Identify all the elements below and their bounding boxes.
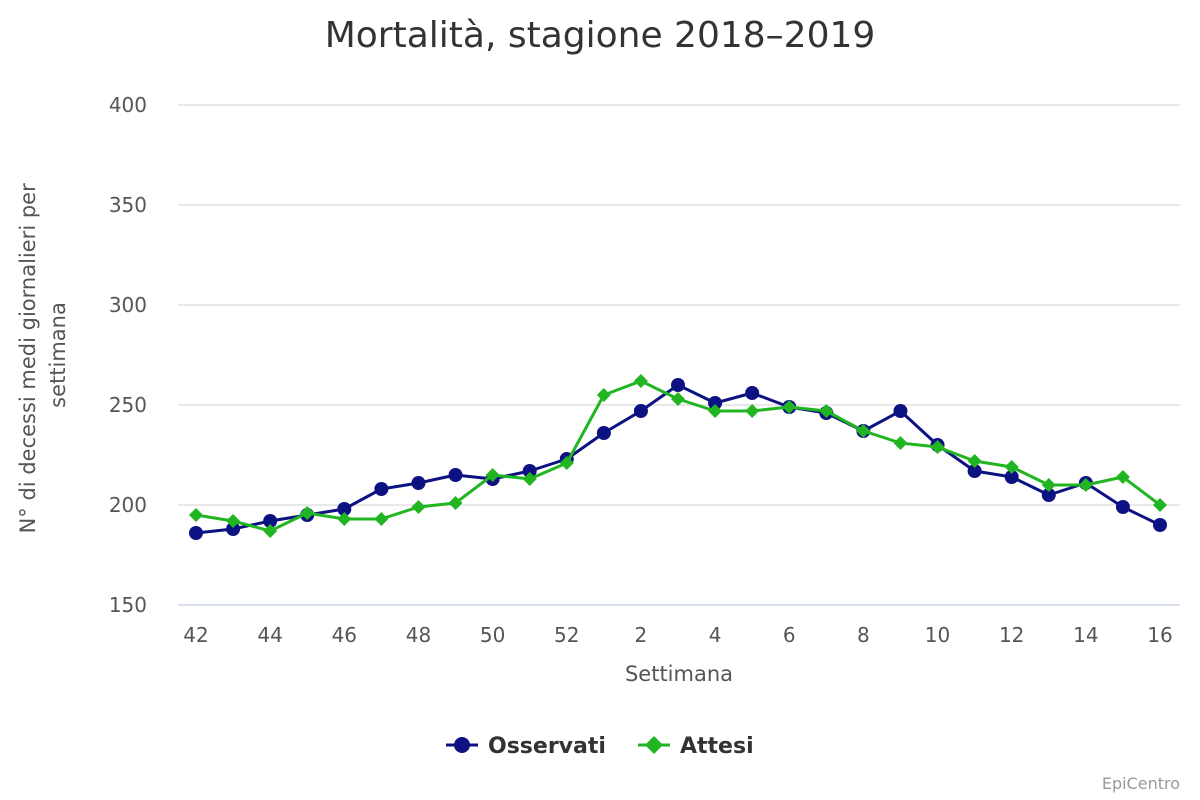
- data-point-attesi[interactable]: [1153, 498, 1167, 512]
- data-point-attesi[interactable]: [967, 454, 982, 468]
- data-point-osservati[interactable]: [893, 404, 908, 418]
- data-point-attesi[interactable]: [633, 374, 648, 388]
- y-tick-label: 250: [109, 393, 147, 417]
- data-point-attesi[interactable]: [411, 500, 426, 514]
- data-point-osservati[interactable]: [448, 468, 463, 482]
- data-point-attesi[interactable]: [893, 436, 908, 450]
- x-tick-label: 8: [857, 623, 870, 647]
- x-tick-label: 46: [332, 623, 357, 647]
- legend-marker-attesi: [645, 736, 663, 754]
- data-point-osservati[interactable]: [1004, 470, 1019, 484]
- x-axis-ticks: 42 44 46 48 50 52 2 4 6 8 10 12 14 16: [183, 623, 1172, 647]
- y-tick-label: 200: [109, 493, 147, 517]
- data-point-osservati[interactable]: [967, 464, 982, 478]
- data-point-osservati[interactable]: [671, 378, 685, 392]
- data-point-osservati[interactable]: [411, 476, 426, 490]
- chart-title: Mortalità, stagione 2018–2019: [325, 15, 876, 56]
- data-point-osservati[interactable]: [633, 404, 648, 418]
- y-tick-label: 150: [109, 593, 147, 617]
- data-point-attesi[interactable]: [1004, 460, 1019, 474]
- x-tick-label: 2: [635, 623, 648, 647]
- x-tick-label: 12: [999, 623, 1024, 647]
- data-point-osservati[interactable]: [708, 396, 723, 410]
- data-point-osservati[interactable]: [1115, 500, 1130, 514]
- data-point-osservati[interactable]: [596, 426, 611, 440]
- data-point-attesi[interactable]: [300, 506, 315, 520]
- data-point-attesi[interactable]: [1041, 478, 1056, 492]
- data-point-osservati[interactable]: [522, 464, 537, 478]
- data-point-attesi[interactable]: [522, 472, 537, 486]
- data-point-attesi[interactable]: [226, 514, 241, 528]
- y-tick-label: 300: [109, 293, 147, 317]
- x-tick-label: 4: [709, 623, 722, 647]
- data-point-attesi[interactable]: [448, 496, 463, 510]
- x-tick-label: 6: [783, 623, 796, 647]
- y-tick-label: 350: [109, 193, 147, 217]
- data-point-attesi[interactable]: [337, 512, 352, 526]
- data-point-attesi[interactable]: [819, 404, 834, 418]
- x-axis-label: Settimana: [625, 662, 733, 686]
- data-point-attesi[interactable]: [1115, 470, 1130, 484]
- credit-text[interactable]: EpiCentro: [1102, 774, 1180, 793]
- data-point-osservati[interactable]: [1153, 518, 1167, 532]
- data-point-attesi[interactable]: [745, 404, 760, 418]
- data-point-attesi[interactable]: [1078, 478, 1093, 492]
- x-tick-label: 50: [480, 623, 505, 647]
- data-point-attesi[interactable]: [782, 400, 797, 414]
- data-point-osservati[interactable]: [1041, 488, 1056, 502]
- legend-marker-osservati: [454, 737, 470, 753]
- y-axis-label-line-1: N° di decessi medi giornalieri per: [16, 183, 40, 533]
- data-point-attesi[interactable]: [856, 424, 871, 438]
- data-point-osservati[interactable]: [189, 526, 203, 540]
- data-point-attesi[interactable]: [189, 508, 203, 522]
- data-point-attesi[interactable]: [559, 456, 574, 470]
- legend-label-attesi: Attesi: [680, 734, 754, 759]
- data-point-osservati[interactable]: [745, 386, 760, 400]
- x-tick-label: 42: [183, 623, 208, 647]
- data-point-attesi[interactable]: [930, 440, 945, 454]
- x-tick-label: 52: [554, 623, 579, 647]
- legend-label-osservati: Osservati: [488, 734, 606, 759]
- data-point-attesi[interactable]: [596, 388, 611, 402]
- x-tick-label: 48: [406, 623, 431, 647]
- x-tick-label: 16: [1147, 623, 1172, 647]
- x-tick-label: 44: [257, 623, 282, 647]
- legend: Osservati Attesi: [446, 734, 754, 759]
- data-point-osservati[interactable]: [374, 482, 389, 496]
- x-tick-label: 14: [1073, 623, 1098, 647]
- series-attesi: [189, 374, 1167, 538]
- y-axis-ticks: 150 200 250 300 350 400: [109, 93, 147, 617]
- data-point-osservati[interactable]: [226, 522, 241, 536]
- data-point-attesi[interactable]: [374, 512, 389, 526]
- y-axis-label: N° di decessi medi giornalieri per setti…: [16, 177, 70, 534]
- y-axis-label-line-2: settimana: [46, 302, 70, 408]
- data-point-attesi[interactable]: [485, 468, 500, 482]
- data-point-osservati[interactable]: [337, 502, 352, 516]
- series-group: [189, 374, 1167, 540]
- data-point-attesi[interactable]: [671, 392, 685, 406]
- y-tick-label: 400: [109, 93, 147, 117]
- grid-lines: [178, 104, 1180, 506]
- data-point-osservati[interactable]: [263, 514, 278, 528]
- legend-item-attesi[interactable]: Attesi: [638, 734, 754, 759]
- data-point-attesi[interactable]: [708, 404, 723, 418]
- legend-item-osservati[interactable]: Osservati: [446, 734, 606, 759]
- x-tick-label: 10: [925, 623, 950, 647]
- data-point-attesi[interactable]: [263, 524, 278, 538]
